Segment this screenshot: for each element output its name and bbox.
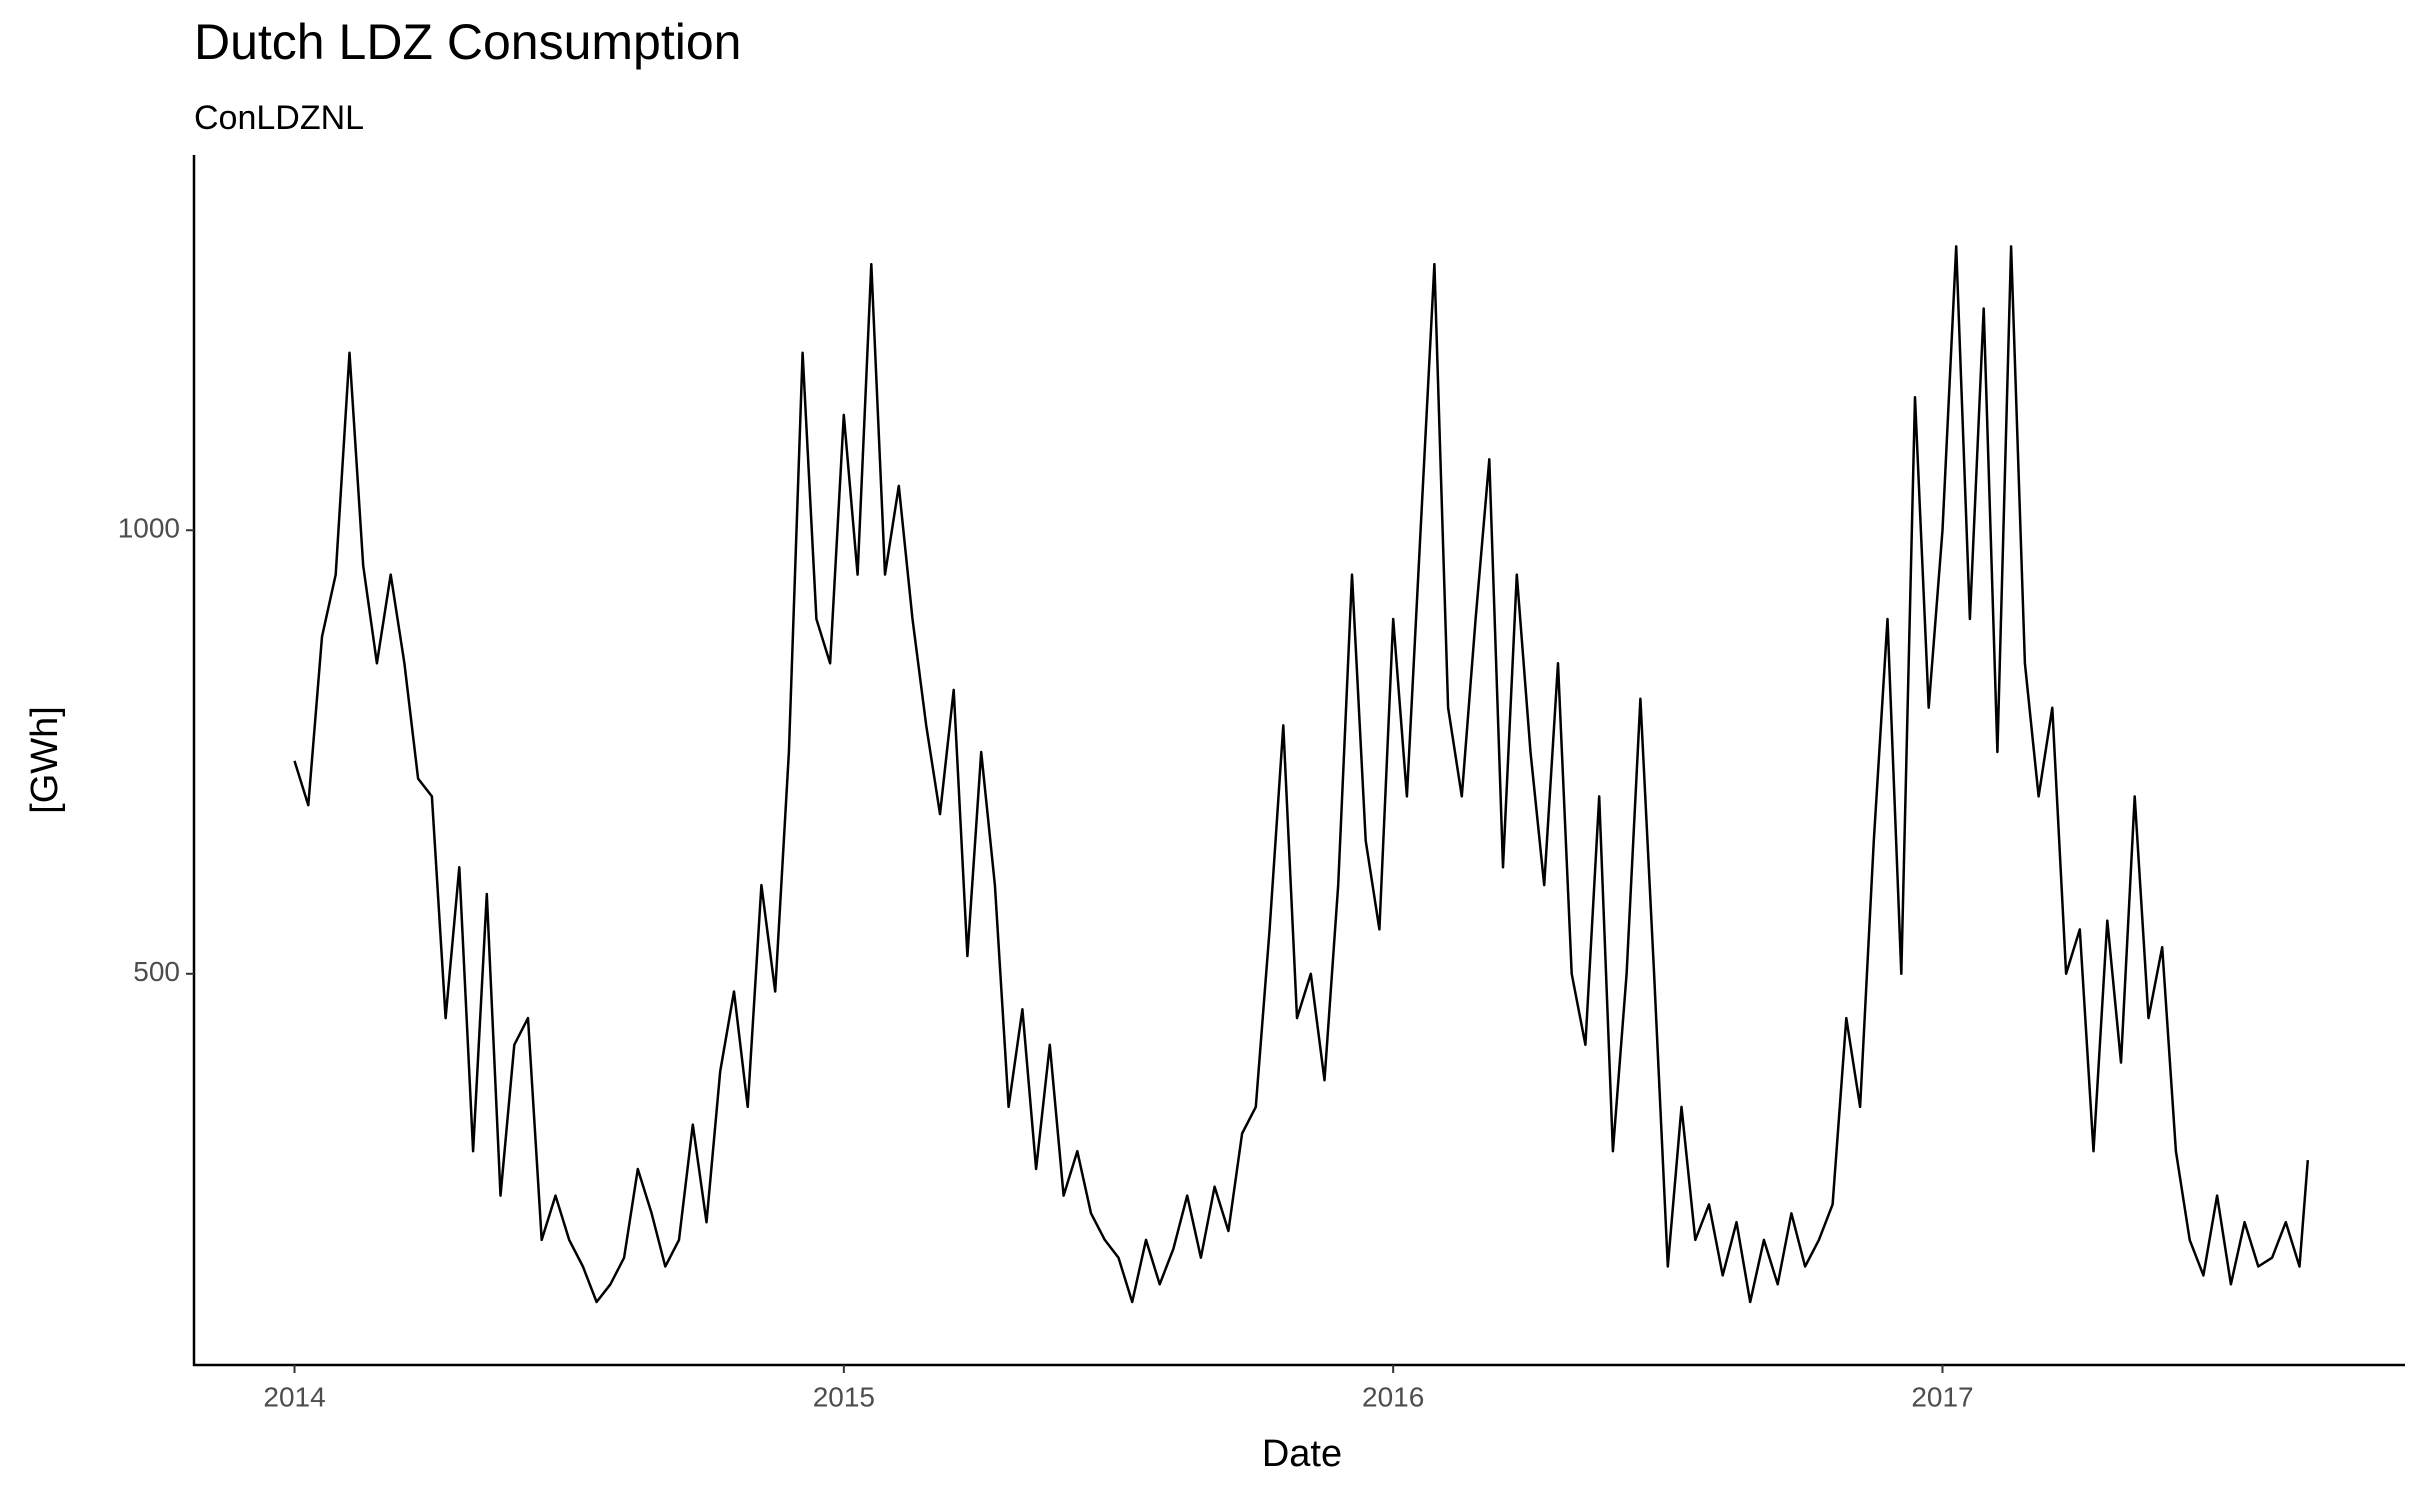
y-axis-title: [GWh]	[24, 706, 66, 814]
x-tick-label: 2016	[1362, 1381, 1424, 1412]
y-tick-label: 500	[133, 956, 180, 987]
x-axis-title: Date	[1262, 1433, 1342, 1475]
y-tick-label: 1000	[118, 513, 180, 544]
data-line	[293, 245, 2310, 1304]
x-tick-label: 2017	[1911, 1381, 1973, 1412]
chart-title: Dutch LDZ Consumption	[194, 14, 741, 70]
chart-subtitle: ConLDZNL	[194, 99, 364, 137]
x-tick-label: 2014	[263, 1381, 325, 1412]
x-tick-label: 2015	[813, 1381, 875, 1412]
